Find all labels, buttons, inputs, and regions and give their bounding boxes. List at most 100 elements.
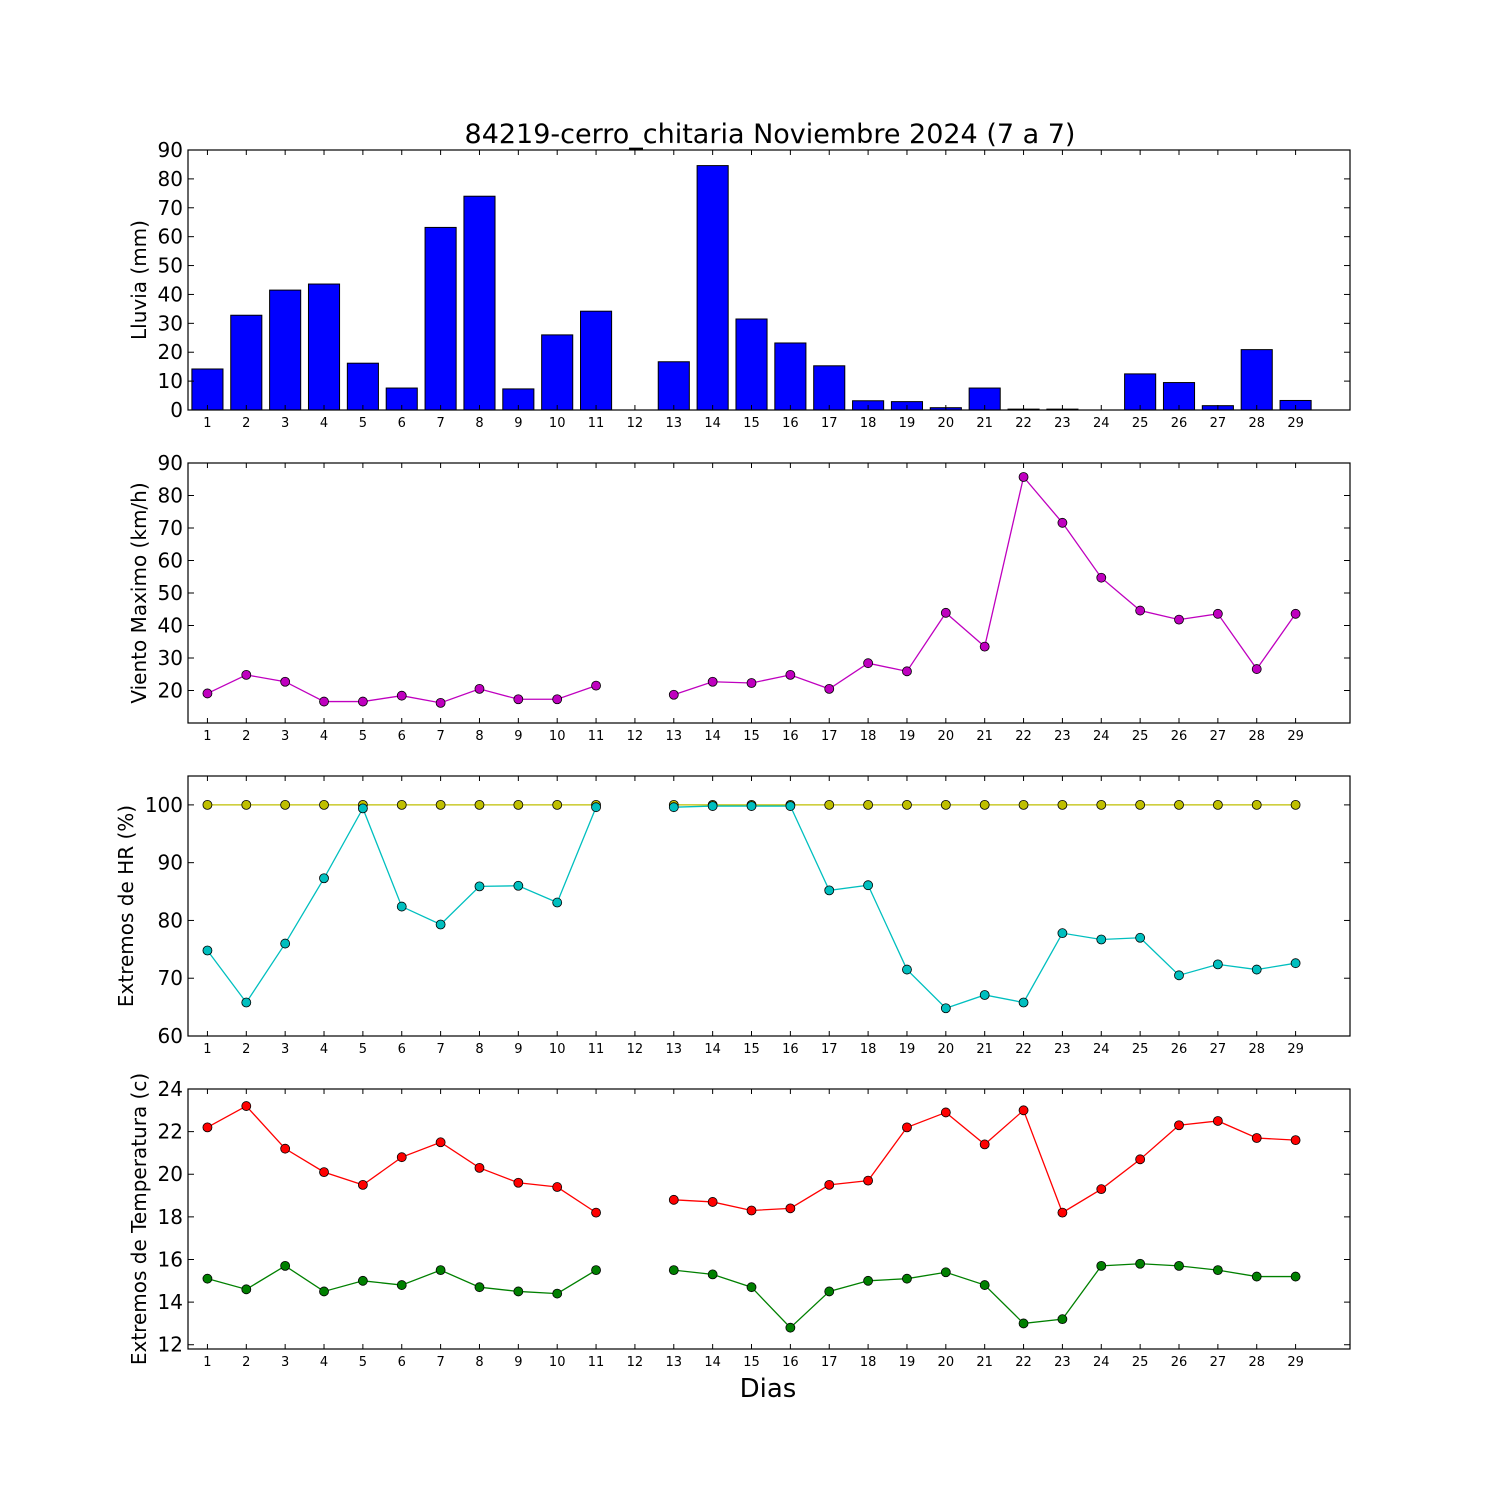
series-1-point-day-22 — [1018, 472, 1029, 482]
x-tick-label: 17 — [821, 729, 838, 744]
series-1-point-day-15 — [746, 1205, 757, 1216]
series-1-point-day-24 — [1096, 572, 1107, 583]
x-tick-label: 29 — [1287, 1355, 1304, 1370]
x-tick-label: 7 — [436, 1042, 444, 1057]
x-tick-label: 28 — [1248, 1042, 1265, 1057]
y-axis-label: Viento Maximo (km/h) — [127, 482, 151, 703]
series-2-point-day-22 — [1018, 1318, 1029, 1329]
series-2-point-day-2 — [241, 997, 252, 1008]
series-2-point-day-13 — [668, 1265, 679, 1276]
x-tick-label: 21 — [976, 416, 993, 431]
x-tick-label: 26 — [1171, 729, 1188, 744]
x-tick-label: 27 — [1210, 1042, 1227, 1057]
series-1-point-day-8 — [474, 1162, 485, 1173]
x-tick-label: 12 — [627, 1042, 644, 1057]
series-2-point-day-24 — [1096, 1260, 1107, 1271]
series-1-point-day-2 — [241, 1101, 252, 1111]
series-2-point-day-6 — [396, 901, 407, 912]
x-tick-label: 6 — [398, 1355, 406, 1370]
series-1-point-day-18 — [863, 799, 873, 810]
series-1-point-day-14 — [707, 1197, 718, 1207]
series-2-point-day-15 — [746, 801, 757, 811]
x-tick-label: 19 — [899, 1042, 916, 1057]
x-tick-label: 26 — [1171, 1355, 1188, 1370]
x-tick-label: 5 — [359, 729, 367, 744]
x-tick-label: 15 — [743, 1042, 760, 1057]
x-axis-label: Dias — [740, 1374, 797, 1404]
series-2-point-day-27 — [1212, 959, 1223, 970]
x-tick-label: 18 — [860, 416, 877, 431]
series-1-point-day-15 — [746, 678, 757, 688]
series-1-point-day-27 — [1212, 799, 1223, 810]
x-tick-label: 25 — [1132, 729, 1149, 744]
series-2-point-day-1 — [202, 945, 213, 956]
x-tick-label: 14 — [704, 416, 721, 431]
series-2-point-day-29 — [1290, 1271, 1301, 1282]
y-tick-label: 24 — [158, 1077, 183, 1101]
y-tick-label: 50 — [158, 581, 183, 605]
x-tick-label: 10 — [549, 729, 566, 744]
y-tick-label: 0 — [170, 398, 183, 422]
series-1-point-day-6 — [396, 690, 407, 701]
series-1-point-day-22 — [1018, 1105, 1029, 1116]
plot-frame — [187, 149, 1351, 411]
bar-day-8 — [463, 195, 496, 411]
bar-day-10 — [541, 334, 574, 411]
series-2-point-day-9 — [513, 880, 524, 891]
x-tick-label: 3 — [281, 1042, 289, 1057]
series-1-point-day-2 — [241, 799, 252, 810]
series-1-point-day-20 — [940, 607, 951, 618]
y-tick-label: 60 — [158, 225, 183, 249]
x-tick-label: 11 — [588, 1042, 605, 1057]
x-tick-label: 3 — [281, 416, 289, 431]
series-2-point-day-20 — [940, 1267, 951, 1278]
series-2-point-day-21 — [979, 1280, 990, 1290]
x-tick-label: 15 — [743, 1355, 760, 1370]
series-1-point-day-8 — [474, 683, 485, 694]
series-1-point-day-28 — [1251, 1133, 1262, 1143]
series-2-point-day-21 — [979, 990, 990, 1000]
series-2-point-day-1 — [202, 1273, 213, 1284]
series-1-point-day-4 — [319, 696, 329, 707]
series-2-point-day-11 — [591, 1265, 601, 1276]
series-1-point-day-25 — [1135, 799, 1146, 810]
bar-day-15 — [735, 318, 768, 411]
x-tick-label: 1 — [203, 729, 211, 744]
series-1-point-day-3 — [280, 676, 291, 687]
series-1-point-day-28 — [1251, 664, 1262, 674]
series-2-point-day-29 — [1290, 958, 1301, 969]
x-tick-label: 20 — [938, 729, 955, 744]
series-2-point-day-19 — [902, 1273, 912, 1284]
series-2-line-segment-2 — [673, 805, 1296, 1010]
y-axis-label: Extremos de Temperatura (c) — [127, 1073, 151, 1365]
x-tick-label: 13 — [666, 1042, 683, 1057]
series-1-point-day-29 — [1290, 1135, 1301, 1146]
y-tick-label: 14 — [158, 1290, 183, 1314]
x-tick-label: 19 — [899, 729, 916, 744]
bar-day-4 — [307, 283, 341, 411]
x-tick-label: 22 — [1015, 729, 1032, 744]
series-1-line-segment-2 — [673, 1109, 1296, 1214]
x-tick-label: 4 — [320, 729, 328, 744]
x-tick-label: 26 — [1171, 416, 1188, 431]
x-tick-label: 1 — [203, 416, 211, 431]
series-2-point-day-25 — [1135, 932, 1146, 943]
plot-frame — [187, 1088, 1351, 1350]
series-1-line-segment-2 — [673, 475, 1297, 696]
x-tick-label: 24 — [1093, 729, 1110, 744]
series-2-point-day-7 — [435, 919, 446, 930]
series-1-point-day-24 — [1096, 1184, 1107, 1195]
bar-day-13 — [657, 361, 690, 411]
series-1-point-day-3 — [280, 1143, 291, 1154]
series-1-point-day-4 — [319, 1167, 329, 1178]
y-tick-label: 70 — [158, 196, 183, 220]
series-2-point-day-26 — [1174, 970, 1184, 981]
series-2-point-day-14 — [707, 801, 718, 811]
x-tick-label: 27 — [1210, 729, 1227, 744]
series-2-point-day-7 — [435, 1265, 446, 1276]
x-tick-label: 28 — [1248, 1355, 1265, 1370]
y-tick-label: 20 — [158, 340, 183, 364]
series-1-point-day-21 — [979, 799, 990, 810]
y-tick-label: 20 — [158, 679, 183, 703]
